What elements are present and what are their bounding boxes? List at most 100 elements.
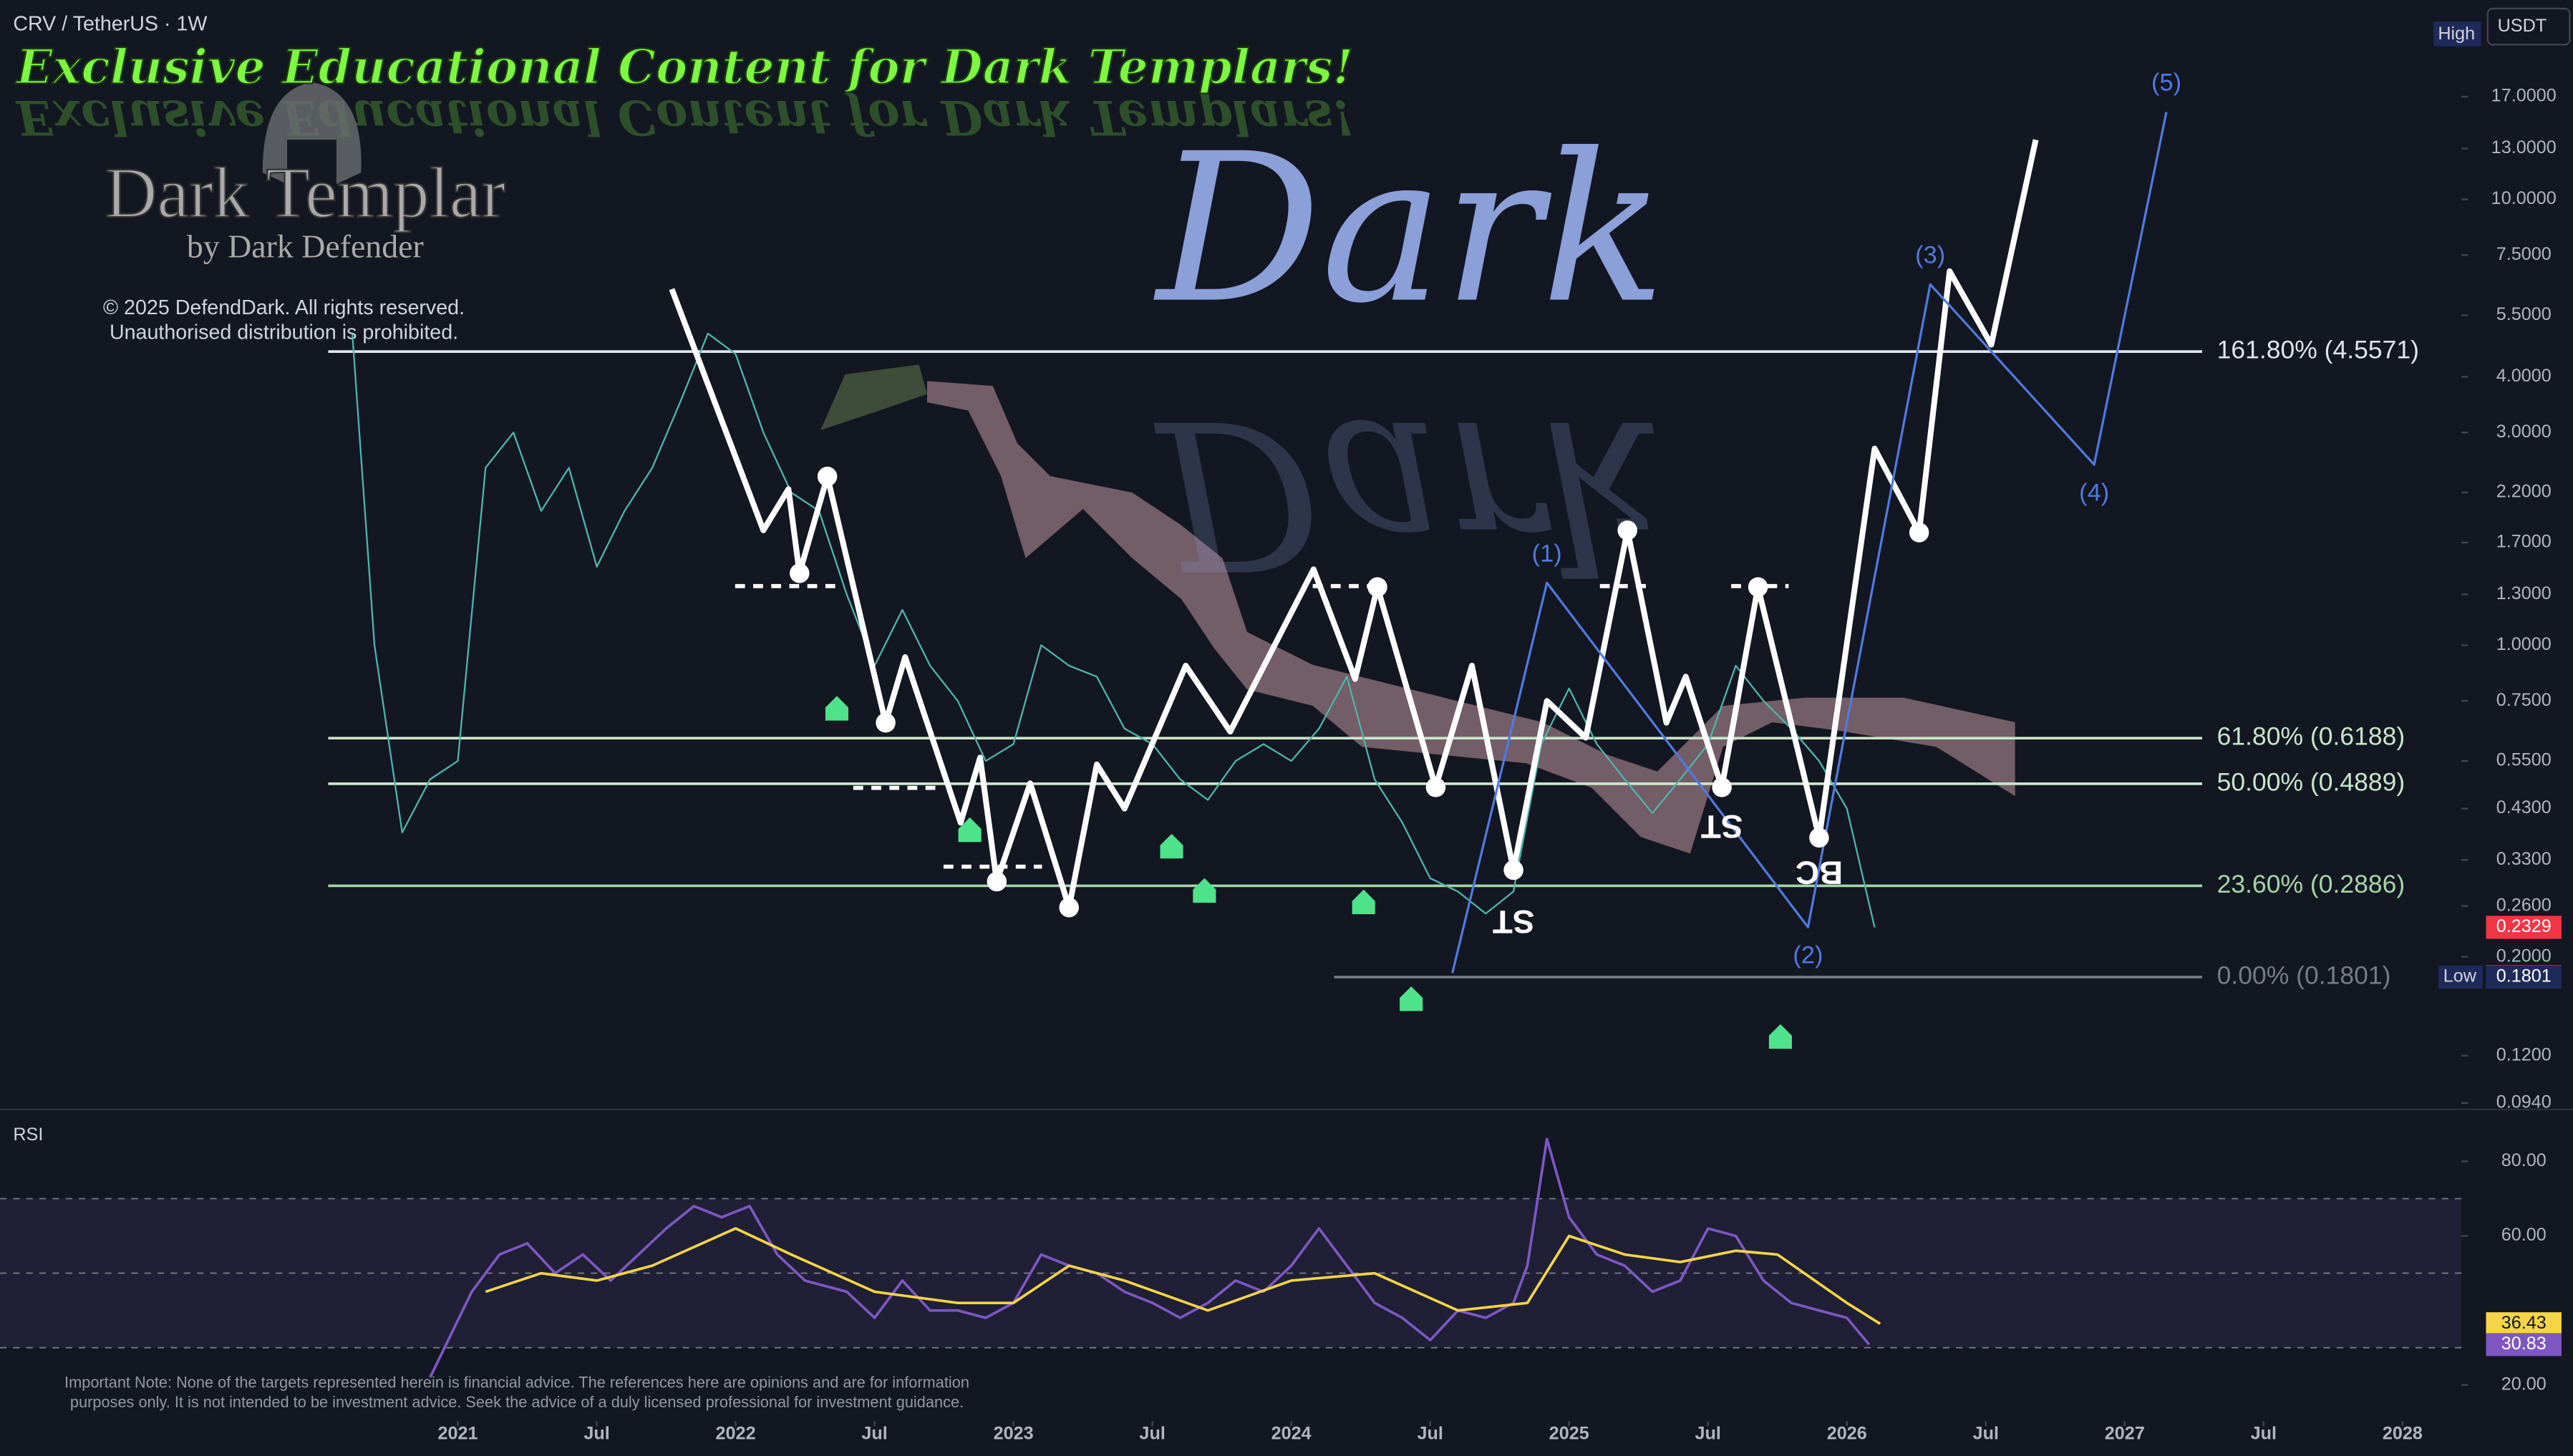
high-tag-text: High — [2438, 24, 2475, 44]
disclaimer: Important Note: None of the targets repr… — [64, 1373, 969, 1391]
x-tick-label: 2021 — [437, 1423, 478, 1443]
signal-arrow — [1193, 878, 1216, 903]
pivot-dot — [1059, 898, 1079, 918]
annotation: ST — [1701, 808, 1743, 845]
promo: Exclusive Educational Content for Dark T… — [15, 39, 1354, 95]
series-line — [485, 1227, 1881, 1325]
series-line — [351, 332, 1876, 928]
promo-reflection: Exclusive Educational Content for Dark T… — [15, 89, 1354, 145]
series-line — [1451, 112, 2168, 974]
fib-label: 161.80% (4.5571) — [2217, 336, 2419, 364]
pivot-dot — [987, 871, 1007, 892]
price-tag-box — [2486, 965, 2562, 989]
pivot-dot — [790, 563, 810, 583]
y-tick-label: 7.5000 — [2496, 244, 2552, 264]
watermark: Dark — [1153, 110, 1666, 349]
currency[interactable]: USDT — [2498, 16, 2547, 36]
x-tick-label: 2023 — [994, 1423, 1034, 1443]
x-tick-label: 2024 — [1271, 1423, 1312, 1443]
y-tick-label: 0.0940 — [2496, 1092, 2552, 1112]
x-tick-label: Jul — [1695, 1423, 1721, 1443]
y-tick-label: 1.0000 — [2496, 634, 2552, 654]
x-tick-label: Jul — [1973, 1423, 1999, 1443]
pivot-dot — [1425, 777, 1446, 797]
y-tick-label: 0.3300 — [2496, 849, 2552, 869]
brand: Dark Templar — [105, 152, 506, 233]
watermark-reflection: Dark — [1153, 374, 1666, 613]
signal-arrow — [825, 696, 849, 721]
y-tick-label: 20.00 — [2501, 1374, 2547, 1394]
price-tag-box — [2486, 916, 2562, 939]
pivot-dot — [1712, 777, 1732, 797]
pane-title: RSI — [13, 1125, 43, 1145]
y-tick-label: 4.0000 — [2496, 366, 2552, 386]
wave-label: (1) — [1532, 540, 1562, 567]
x-tick-label: Jul — [1139, 1423, 1165, 1443]
copyright: © 2025 DefendDark. All rights reserved. — [103, 296, 465, 319]
price-tag-name-box — [2438, 965, 2483, 989]
y-tick-label: 3.0000 — [2496, 422, 2552, 442]
helmet-icon — [262, 82, 362, 185]
series-line — [429, 1137, 1871, 1379]
pivot-dot — [1809, 828, 1829, 848]
x-tick-label: 2025 — [1549, 1423, 1589, 1443]
annotation: ST — [1493, 903, 1535, 940]
cloud-green — [820, 364, 928, 430]
signal-arrow — [1160, 833, 1183, 859]
x-tick-label: Jul — [861, 1423, 887, 1443]
currency-select[interactable] — [2486, 7, 2571, 46]
fib-label: 23.60% (0.2886) — [2217, 870, 2405, 898]
signal-arrow — [1768, 1024, 1792, 1049]
signal-arrow — [1400, 986, 1423, 1011]
byline: by Dark Defender — [187, 228, 424, 264]
y-tick-label: 0.7500 — [2496, 690, 2552, 710]
last-tag-box — [2486, 1312, 2562, 1336]
last-tag-box — [2486, 1333, 2562, 1356]
x-tick-label: 2027 — [2105, 1423, 2145, 1443]
y-tick-label: 5.5000 — [2496, 304, 2552, 324]
cloud — [927, 381, 2015, 854]
last-tag-label: 36.43 — [2501, 1313, 2547, 1333]
fib-label: 50.00% (0.4889) — [2217, 767, 2405, 796]
price-tag-name: Low — [2443, 966, 2477, 986]
signal-arrow — [1352, 889, 1375, 915]
price-tag-label: 0.2329 — [2496, 916, 2552, 936]
y-tick-label: 13.0000 — [2491, 137, 2557, 157]
x-tick-label: Jul — [1417, 1423, 1443, 1443]
disclaimer: purposes only. It is not intended to be … — [70, 1393, 964, 1411]
x-tick-label: 2022 — [716, 1423, 756, 1443]
annotation: BC — [1796, 854, 1843, 890]
notice: Unauthorised distribution is prohibited. — [110, 321, 458, 344]
pivot-dot — [1748, 577, 1768, 597]
wave-label: (4) — [2079, 480, 2109, 507]
y-tick-label: 0.4300 — [2496, 797, 2552, 817]
y-tick-label: 2.2000 — [2496, 482, 2552, 502]
y-tick-label: 0.1200 — [2496, 1044, 2552, 1064]
wave-label: (3) — [1915, 241, 1945, 268]
wave-label: (5) — [2151, 69, 2181, 97]
y-tick-label: 0.2000 — [2496, 946, 2552, 966]
y-tick-label: 1.7000 — [2496, 531, 2552, 551]
price-tag-label: 0.1801 — [2496, 966, 2552, 986]
pivot-dot — [1909, 523, 1929, 543]
y-tick-label: 10.0000 — [2491, 188, 2557, 208]
y-tick-label: 0.2600 — [2496, 895, 2552, 915]
signal-arrow — [958, 817, 982, 843]
fib-label: 61.80% (0.6188) — [2217, 722, 2405, 751]
y-tick-label: 1.3000 — [2496, 583, 2552, 603]
wave-label: (2) — [1793, 942, 1823, 969]
y-tick-label: 60.00 — [2501, 1225, 2547, 1245]
pivot-dot — [876, 712, 896, 733]
pivot-dot — [817, 466, 838, 487]
promo-reflection-text: Exclusive Educational Content for Dark T… — [15, 89, 1354, 145]
fib-label: 0.00% (0.1801) — [2217, 961, 2391, 989]
y-tick-label: 0.5500 — [2496, 750, 2552, 770]
x-tick-label: Jul — [583, 1423, 609, 1443]
x-tick-label: 2028 — [2383, 1423, 2423, 1443]
y-tick-label: 80.00 — [2501, 1150, 2547, 1170]
high-tag — [2433, 21, 2481, 47]
pivot-dot — [1503, 860, 1523, 880]
